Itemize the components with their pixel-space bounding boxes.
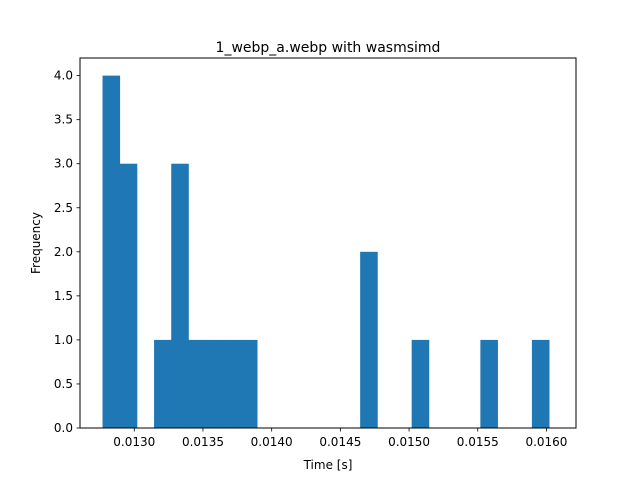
y-tick-label: 2.0 [54, 245, 73, 259]
y-tick-label: 2.5 [54, 201, 73, 215]
y-tick-label: 0.5 [54, 377, 73, 391]
x-tick-label: 0.0160 [525, 435, 567, 449]
bars-group [102, 75, 550, 429]
histogram-bar [411, 339, 430, 428]
y-tick-label: 1.0 [54, 333, 73, 347]
histogram-bar [188, 339, 206, 428]
histogram-bar [222, 339, 241, 428]
y-axis-ticks: 0.0 0.5 1.0 1.5 2.0 2.5 3.0 3.5 4.0 [54, 69, 80, 435]
x-tick-label: 0.0155 [457, 435, 499, 449]
x-axis-label: Time [s] [303, 458, 353, 472]
y-tick-label: 3.5 [54, 113, 73, 127]
histogram-bar [119, 163, 138, 428]
y-tick-label: 0.0 [54, 421, 73, 435]
histogram-bar [360, 251, 378, 428]
y-tick-label: 3.0 [54, 157, 73, 171]
x-tick-label: 0.0130 [113, 435, 155, 449]
x-tick-label: 0.0150 [388, 435, 430, 449]
y-tick-label: 4.0 [54, 69, 73, 83]
histogram-bar [239, 339, 258, 428]
histogram-bar [171, 163, 189, 428]
chart-title: 1_webp_a.webp with wasmsimd [216, 40, 441, 56]
histogram-bar [102, 75, 121, 429]
y-axis-label: Frequency [29, 212, 43, 274]
x-axis-ticks: 0.0130 0.0135 0.0140 0.0145 0.0150 0.0155 0.01… [113, 428, 567, 449]
plot-frame [79, 57, 577, 429]
x-tick-label: 0.0140 [251, 435, 293, 449]
histogram-bar [531, 339, 550, 428]
x-tick-label: 0.0145 [319, 435, 361, 449]
x-tick-label: 0.0135 [182, 435, 224, 449]
histogram-bar [154, 339, 172, 428]
histogram-bar [205, 339, 224, 428]
y-tick-label: 1.5 [54, 289, 73, 303]
histogram-bar [480, 339, 498, 428]
